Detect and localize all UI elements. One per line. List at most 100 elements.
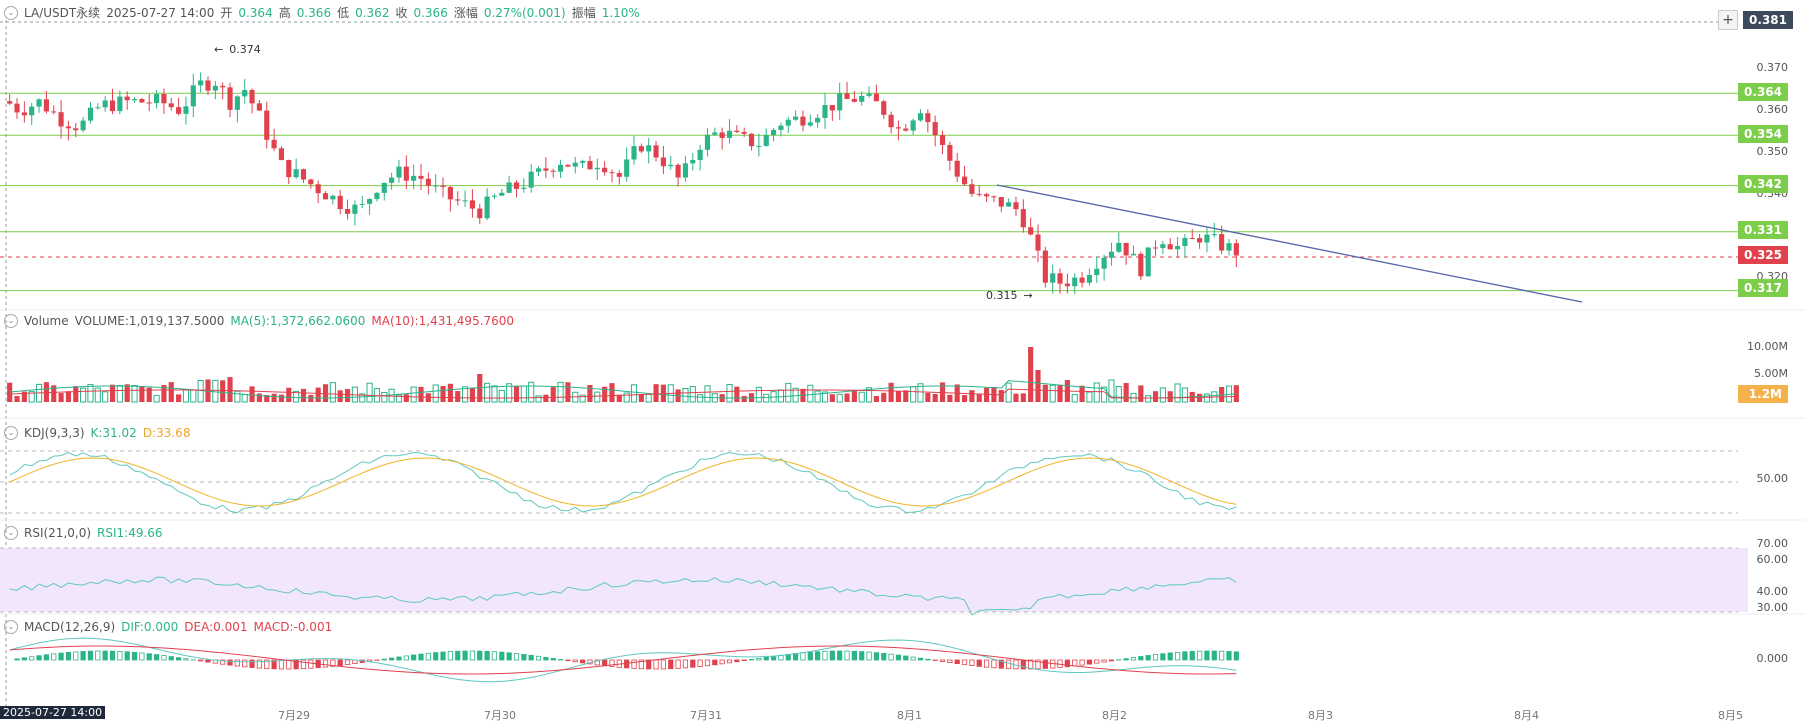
candle-body: [609, 172, 614, 173]
macd-bar: [1190, 651, 1194, 660]
macd-bar: [154, 655, 158, 660]
current-price-tag: 0.325: [1738, 246, 1788, 264]
rsi-header: ⌄ RSI(21,0,0) RSI1:49.66: [4, 526, 163, 540]
high-marker-value: 0.374: [229, 43, 261, 56]
macd-title: MACD(12,26,9): [24, 620, 115, 634]
macd-bar: [147, 654, 151, 660]
volume-bar: [705, 386, 710, 402]
candle-body: [249, 90, 254, 103]
volume-bar: [169, 382, 174, 402]
volume-bar: [933, 394, 938, 402]
candle-body: [977, 194, 982, 195]
volume-bar: [595, 392, 600, 402]
volume-bar: [859, 392, 864, 402]
low-label: 低: [337, 4, 349, 21]
macd-dif: DIF:0.000: [121, 620, 178, 634]
volume-bar: [470, 388, 475, 402]
volume-bar: [14, 396, 19, 402]
macd-bar: [889, 654, 893, 660]
macd-bar: [727, 660, 731, 663]
amp-label: 振幅: [572, 4, 596, 21]
level-tag: 0.317: [1738, 279, 1788, 297]
candle-body: [110, 100, 115, 111]
candle-body: [1204, 235, 1209, 243]
symbol-label[interactable]: LA/USDT永续: [24, 4, 100, 21]
volume-bar: [88, 385, 93, 402]
candle-body: [764, 135, 769, 146]
volume-header: ⌄ Volume VOLUME:1,019,137.5000 MA(5):1,3…: [4, 314, 514, 328]
macd-bar: [830, 651, 834, 660]
macd-bar: [1168, 653, 1172, 660]
candle-body: [485, 197, 490, 219]
macd-bar: [169, 657, 173, 660]
macd-bar: [353, 660, 357, 664]
candle-body: [213, 86, 218, 91]
volume-bar: [1035, 370, 1040, 402]
volume-bar: [367, 383, 372, 402]
candle-body: [830, 105, 835, 110]
macd-bar: [15, 659, 19, 660]
candle-body: [756, 146, 761, 147]
candle-body: [999, 197, 1004, 207]
macd-bar: [1197, 651, 1201, 660]
volume-bar: [551, 387, 556, 402]
candle-body: [698, 150, 703, 160]
candle-body: [396, 167, 401, 178]
collapse-icon[interactable]: ⌄: [4, 6, 18, 20]
collapse-icon[interactable]: ⌄: [4, 526, 18, 540]
volume-bar: [286, 388, 291, 402]
volume-bar: [132, 386, 137, 402]
macd-bar: [44, 655, 48, 660]
volume-tick: 5.00M: [1728, 367, 1788, 380]
volume-bar: [176, 394, 181, 402]
macd-bar: [66, 652, 70, 660]
candle-body: [514, 182, 519, 188]
volume-bar: [1197, 394, 1202, 402]
close-label: 收: [395, 4, 407, 21]
volume-bar: [889, 383, 894, 402]
candle-body: [1028, 227, 1033, 234]
macd-bar: [1124, 659, 1128, 660]
macd-bar: [610, 660, 614, 667]
macd-bar: [433, 653, 437, 660]
candle-body: [646, 145, 651, 151]
volume-bar: [1094, 383, 1099, 402]
macd-bar: [566, 660, 570, 661]
volume-bar: [1124, 383, 1129, 402]
macd-bar: [243, 660, 247, 667]
macd-bar: [456, 651, 460, 660]
macd-bar: [544, 657, 548, 660]
macd-bar: [507, 653, 511, 660]
volume-bar: [1116, 387, 1121, 402]
volume-bar: [690, 387, 695, 402]
rsi-value: RSI1:49.66: [97, 526, 163, 540]
kdj-tick: 50.00: [1728, 472, 1788, 485]
volume-bar: [316, 388, 321, 402]
collapse-icon[interactable]: ⌄: [4, 620, 18, 634]
macd-bar: [59, 653, 63, 660]
macd-bar: [140, 653, 144, 660]
candle-body: [1080, 278, 1085, 283]
macd-bar: [926, 659, 930, 660]
volume-bar: [852, 390, 857, 402]
candle-body: [1168, 244, 1173, 249]
macd-bar: [683, 660, 687, 668]
volume-bar: [903, 390, 908, 402]
candle-body: [624, 159, 629, 176]
macd-bar: [162, 656, 166, 660]
add-button[interactable]: +: [1718, 10, 1738, 30]
candle-body: [1050, 273, 1055, 282]
candle-body: [1013, 202, 1018, 209]
volume-bar: [1050, 385, 1055, 402]
macd-bar: [1161, 654, 1165, 660]
low-value: 0.362: [355, 6, 389, 20]
candle-body: [132, 99, 137, 100]
candle-body: [1094, 269, 1099, 275]
candle-body: [558, 165, 563, 172]
macd-bar: [404, 656, 408, 660]
candle-body: [815, 118, 820, 123]
kdj-k-line: [10, 452, 1237, 512]
collapse-icon[interactable]: ⌄: [4, 314, 18, 328]
collapse-icon[interactable]: ⌄: [4, 426, 18, 440]
